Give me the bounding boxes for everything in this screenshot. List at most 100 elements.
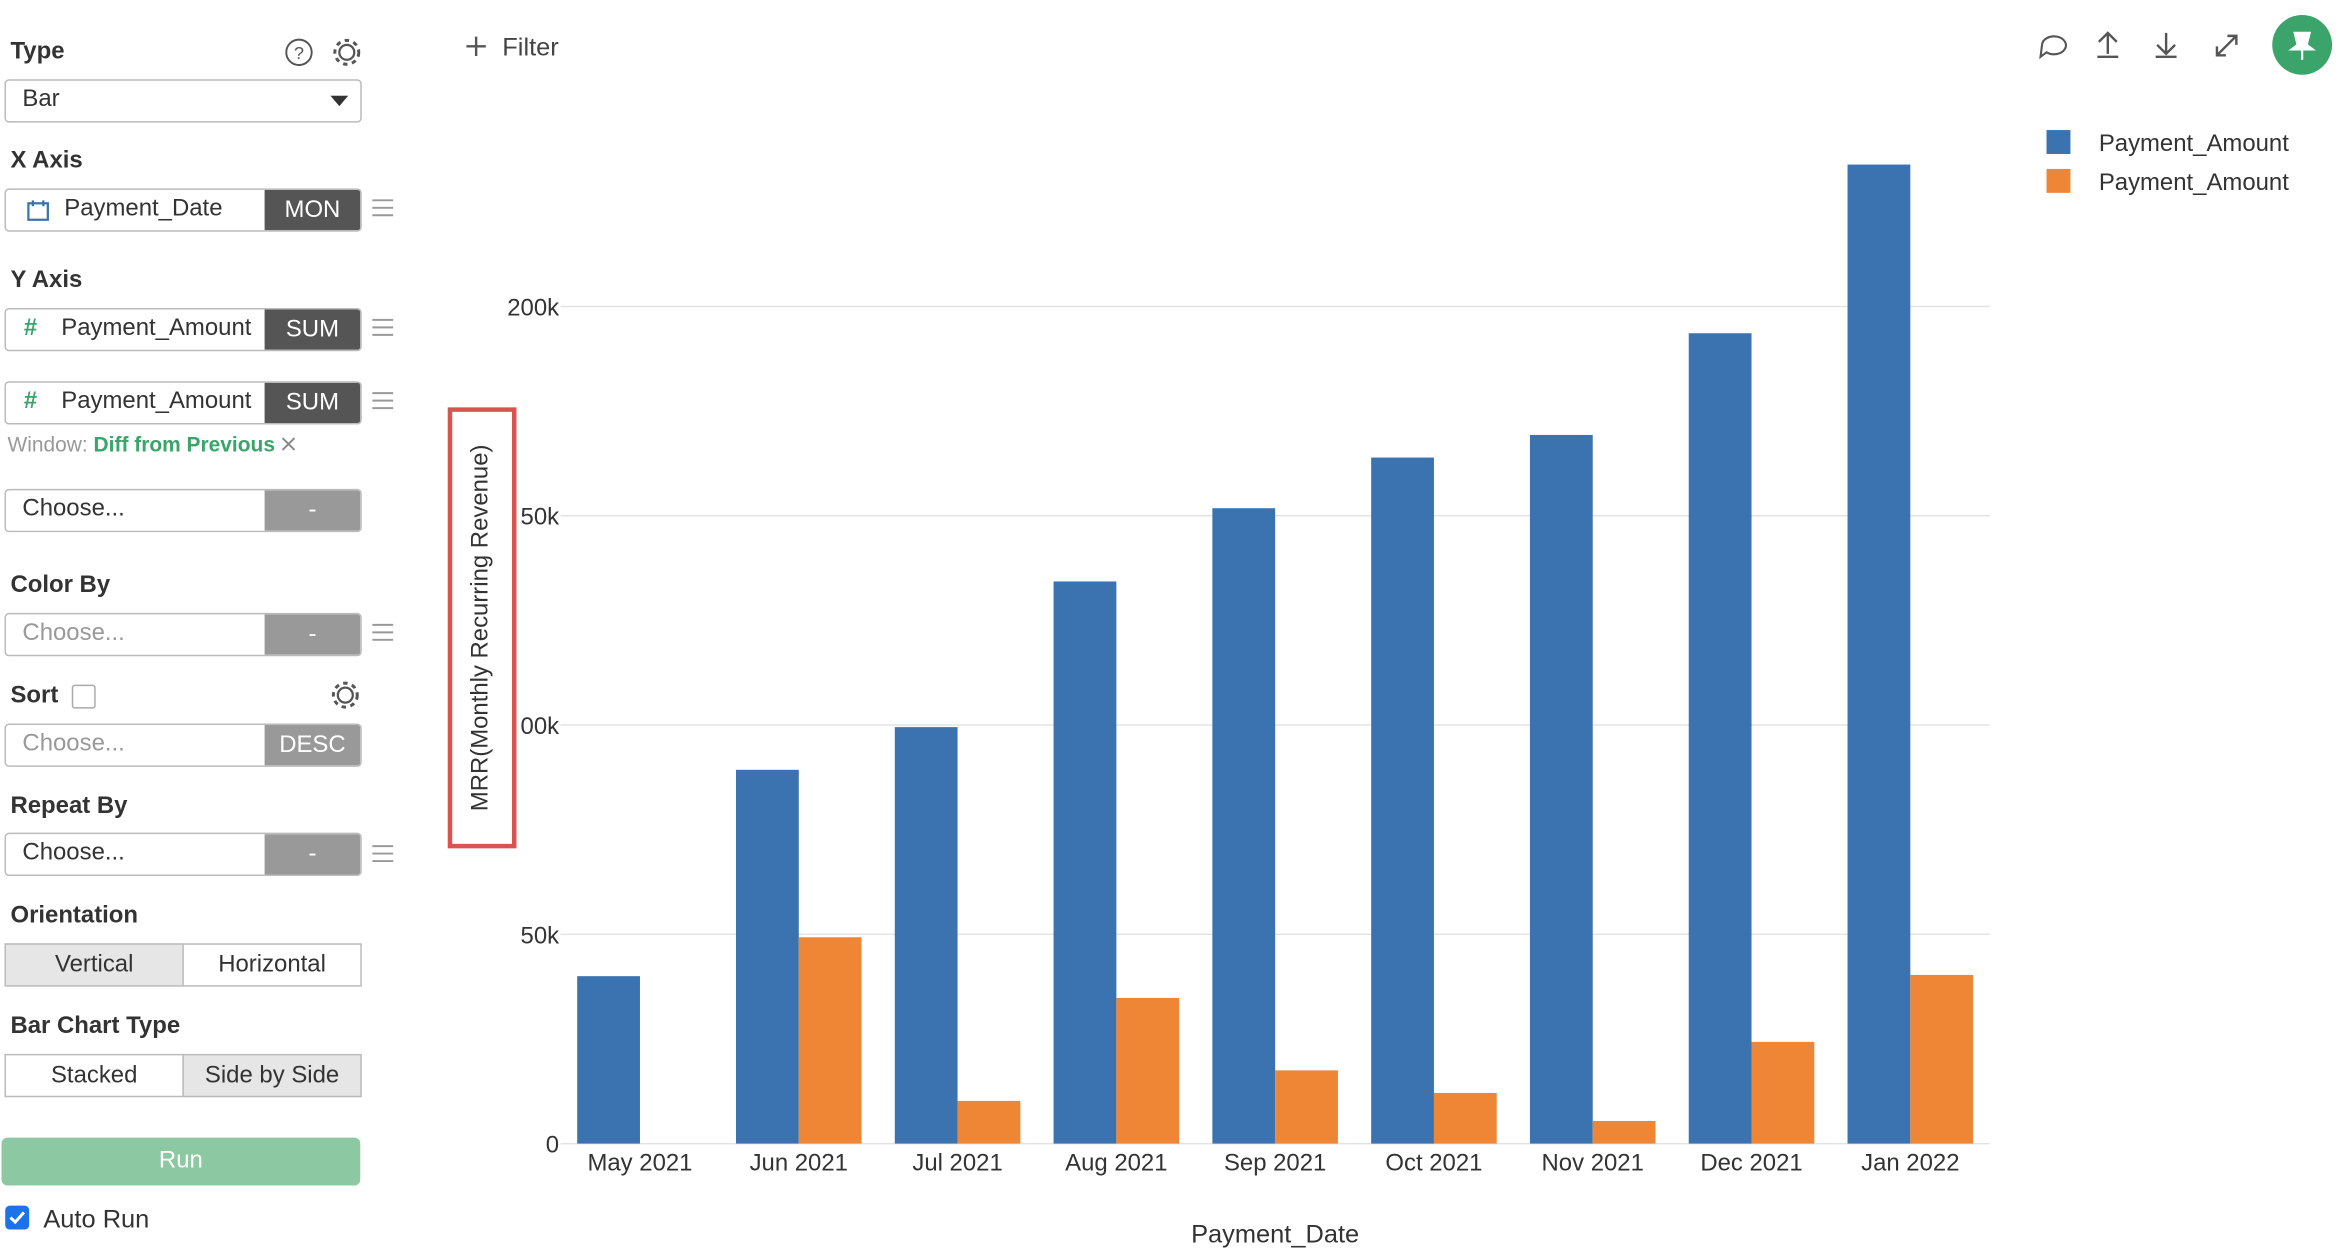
legend-label: Payment_Amount	[2099, 130, 2289, 157]
y-choose-agg[interactable]: -	[264, 490, 361, 531]
bar	[1910, 974, 1974, 1144]
sort-settings-icon[interactable]	[330, 680, 360, 710]
window-label: Window:	[7, 432, 88, 456]
bar	[1847, 164, 1911, 1144]
x-tick-label: Oct 2021	[1385, 1150, 1482, 1177]
x-tick-label: Jul 2021	[912, 1150, 1002, 1177]
x-tick-label: Sep 2021	[1224, 1150, 1326, 1177]
y-choose[interactable]: Choose... -	[4, 488, 362, 533]
bar	[1116, 997, 1180, 1144]
bar-type-option[interactable]: Stacked	[4, 1053, 184, 1098]
auto-run-label: Auto Run	[43, 1204, 150, 1234]
y-tick-label: 50k	[521, 504, 560, 531]
orientation-option[interactable]: Horizontal	[182, 943, 362, 987]
repeat-by-agg[interactable]: -	[264, 834, 361, 875]
sort-checkbox[interactable]	[71, 684, 96, 709]
help-icon[interactable]	[285, 38, 313, 66]
y-tick-label: 00k	[521, 713, 560, 740]
bar	[894, 727, 958, 1144]
y-choose-value: Choose...	[22, 496, 125, 522]
color-by-select[interactable]: Choose... -	[4, 612, 362, 657]
drag-handle[interactable]	[372, 623, 394, 641]
settings-teeth	[333, 38, 361, 66]
bar-type-label: Bar Chart Type	[10, 1013, 181, 1039]
filter-icon[interactable]	[466, 36, 486, 57]
run-button[interactable]: Run	[1, 1137, 361, 1186]
y-field-name: Payment_Amount	[61, 315, 252, 341]
bar	[957, 1100, 1021, 1144]
bar	[1433, 1092, 1497, 1144]
repeat-by-value: Choose...	[22, 840, 125, 866]
y-tick-label: 0	[546, 1132, 559, 1159]
y-field-name: Payment_Amount	[61, 388, 252, 415]
drag-handle[interactable]	[372, 845, 394, 863]
auto-run-checkbox[interactable]	[4, 1205, 30, 1230]
filter-button[interactable]: Filter	[502, 33, 559, 61]
drag-handle[interactable]	[372, 392, 394, 410]
bar	[1053, 581, 1117, 1144]
drag-handle[interactable]	[372, 318, 394, 336]
pin-icon	[2288, 31, 2316, 60]
y-field[interactable]: # Payment_Amount SUM	[4, 381, 362, 425]
y-tick-label: 200k	[507, 294, 559, 321]
bar	[1212, 508, 1276, 1144]
y-axis-title: MRR(Monthly Recurring Revenue)	[467, 445, 494, 812]
drag-handle[interactable]	[372, 199, 394, 217]
legend-swatch	[2046, 168, 2071, 193]
remove-window-icon[interactable]	[281, 437, 296, 452]
orientation-label: Orientation	[10, 902, 139, 929]
bar	[1529, 434, 1593, 1144]
orientation-option[interactable]: Vertical	[4, 943, 184, 987]
drag-handles	[372, 199, 394, 863]
y-agg[interactable]: SUM	[264, 382, 361, 424]
bar	[1751, 1041, 1815, 1144]
x-tick-label: Jun 2021	[750, 1150, 848, 1177]
comment-icon[interactable]	[2039, 35, 2067, 60]
x-field[interactable]: Payment_Date MON	[4, 188, 362, 232]
download-icon[interactable]	[2155, 32, 2177, 59]
type-label: Type	[10, 38, 65, 65]
x-tick-label: Jan 2022	[1861, 1150, 1959, 1177]
x-tick-label: Nov 2021	[1542, 1150, 1644, 1177]
legend-swatch	[2046, 130, 2071, 154]
type-icons: ?	[285, 38, 361, 66]
calendar-icon	[27, 200, 49, 221]
repeat-by-label: Repeat By	[10, 793, 128, 820]
x-agg[interactable]: MON	[264, 189, 361, 231]
highlight-box	[447, 407, 517, 849]
upload-icon[interactable]	[2097, 31, 2119, 59]
type-select[interactable]: Bar	[4, 79, 362, 123]
repeat-by-select[interactable]: Choose... -	[4, 832, 362, 877]
y-agg[interactable]: SUM	[264, 309, 361, 350]
x-tick-label: Aug 2021	[1065, 1150, 1167, 1177]
x-axis-label: X Axis	[10, 147, 83, 174]
y-axis-label: Y Axis	[10, 267, 83, 294]
bar	[798, 937, 862, 1144]
y-tick-label: 50k	[521, 922, 560, 949]
x-tick-label: May 2021	[587, 1150, 692, 1177]
legend-label: Payment_Amount	[2099, 169, 2289, 196]
type-value: Bar	[22, 86, 60, 113]
window-value[interactable]: Diff from Previous	[93, 432, 275, 456]
x-field-name: Payment_Date	[64, 195, 223, 222]
settings-icon[interactable]	[338, 43, 356, 61]
sort-select[interactable]: Choose... DESC	[4, 723, 362, 767]
color-by-label: Color By	[10, 572, 111, 598]
color-by-agg[interactable]: -	[264, 614, 361, 655]
bar	[1371, 457, 1434, 1144]
bar	[1592, 1120, 1656, 1144]
bar	[1688, 333, 1752, 1144]
help-text: ?	[294, 43, 304, 63]
y-field[interactable]: # Payment_Amount SUM	[4, 307, 362, 352]
bar	[577, 976, 640, 1144]
sort-order[interactable]: DESC	[264, 725, 361, 766]
sort-label: Sort	[10, 683, 59, 709]
color-by-value: Choose...	[22, 620, 125, 646]
dropdown-arrow	[330, 95, 349, 107]
expand-icon[interactable]	[2215, 34, 2238, 57]
bar-type-option[interactable]: Side by Side	[182, 1053, 362, 1098]
sort-value: Choose...	[22, 731, 125, 757]
